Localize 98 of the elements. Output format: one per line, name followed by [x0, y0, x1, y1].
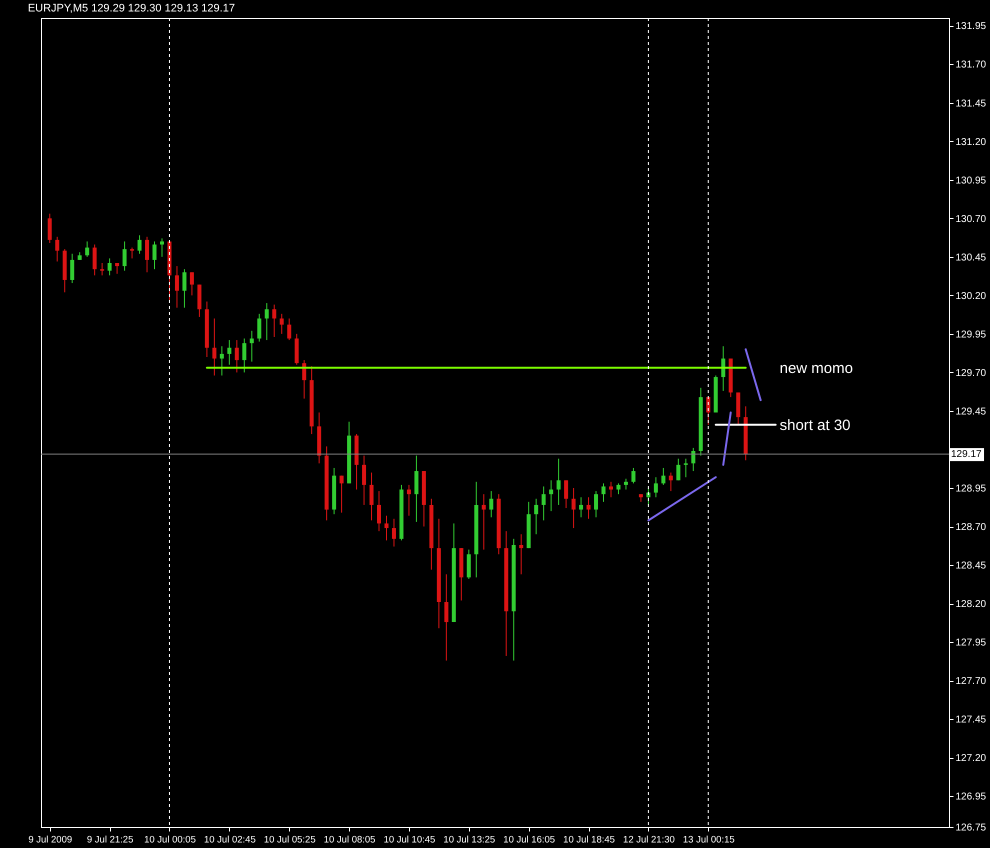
candlestick — [661, 467, 666, 486]
candlestick — [406, 484, 411, 516]
candlestick — [482, 494, 486, 550]
candlestick — [414, 455, 418, 522]
y-tick-label: 130.45 — [956, 252, 987, 264]
candlestick — [220, 346, 224, 376]
x-tick-label: 10 Jul 16:05 — [503, 834, 556, 846]
candlestick — [564, 480, 568, 509]
candlestick — [234, 340, 239, 373]
candlestick — [280, 313, 284, 334]
candlestick — [684, 458, 688, 478]
y-tick-label: 128.45 — [956, 560, 987, 572]
ref-line-label: 129.17 — [951, 449, 982, 460]
candlestick — [130, 247, 134, 259]
candlestick — [287, 318, 292, 341]
y-tick-label: 130.95 — [956, 175, 987, 186]
x-tick-label: 10 Jul 00:05 — [144, 834, 196, 846]
annotation: short at 30 — [780, 416, 851, 434]
candlestick — [602, 482, 606, 502]
y-tick-label: 128.70 — [956, 522, 987, 534]
y-tick-label: 131.20 — [956, 136, 987, 148]
candlestick — [624, 478, 628, 490]
y-tick-label: 128.95 — [956, 483, 987, 494]
candlestick — [138, 234, 142, 254]
x-tick-label: 9 Jul 21:25 — [86, 834, 134, 846]
candlestick — [115, 262, 120, 274]
y-tick-label: 128.20 — [956, 599, 987, 610]
candlestick — [370, 472, 374, 521]
candlestick — [152, 240, 157, 270]
candlestick — [70, 253, 74, 284]
candlestick — [92, 244, 97, 276]
candlestick — [264, 302, 269, 341]
y-tick-label: 130.20 — [956, 290, 987, 302]
candlestick — [145, 236, 150, 273]
candlestick — [227, 340, 232, 366]
y-tick-label: 129.95 — [956, 329, 987, 340]
candlestick — [556, 458, 561, 506]
y-tick-label: 127.70 — [956, 676, 987, 688]
candlestick — [55, 236, 60, 262]
y-tick-label: 131.70 — [956, 60, 987, 71]
candlestick — [572, 487, 576, 529]
candlestick — [212, 318, 216, 376]
y-tick-label: 127.95 — [956, 638, 987, 649]
candlestick — [608, 481, 613, 498]
candlestick — [160, 238, 164, 258]
candlestick — [489, 490, 494, 518]
x-tick-label: 9 Jul 2009 — [28, 834, 72, 846]
candlestick — [534, 498, 538, 535]
chart-title: EURJPY,M5 129.29 129.30 129.13 129.17 — [28, 2, 235, 14]
candlestick — [257, 313, 262, 342]
y-tick-label: 127.45 — [956, 714, 987, 726]
candlestick — [616, 482, 620, 495]
candlestick — [250, 330, 254, 362]
candlestick — [85, 240, 90, 258]
candlestick — [586, 496, 591, 520]
candlestick — [542, 486, 546, 521]
candlestick — [392, 518, 396, 548]
candlestick — [444, 574, 448, 662]
annotation: new momo — [780, 360, 853, 377]
x-tick-label: 10 Jul 18:45 — [563, 834, 615, 846]
y-tick-label: 131.95 — [956, 21, 987, 32]
candlestick — [190, 272, 194, 296]
y-tick-label: 129.70 — [956, 368, 987, 379]
x-tick-label: 10 Jul 13:25 — [443, 834, 496, 846]
y-tick-label: 131.45 — [956, 98, 987, 110]
candlestick — [182, 268, 186, 308]
candlestick — [108, 258, 112, 276]
x-tick-label: 10 Jul 08:05 — [324, 834, 376, 846]
y-tick-label: 129.45 — [956, 406, 987, 418]
candlestick — [122, 240, 127, 272]
candlestick — [384, 515, 388, 541]
candlestick — [549, 480, 554, 512]
candlestick — [579, 496, 584, 518]
candlestick — [519, 534, 524, 575]
candlestick — [377, 490, 382, 532]
candlestick — [691, 447, 696, 472]
candlestick — [631, 467, 636, 484]
candlestick — [676, 458, 680, 481]
y-tick-label: 127.20 — [956, 753, 987, 764]
candlestick — [668, 472, 673, 492]
candlestick — [48, 213, 52, 244]
candlestick — [272, 304, 276, 338]
candlestick — [594, 490, 598, 518]
x-tick-label: 10 Jul 05:25 — [264, 834, 316, 846]
y-tick-label: 126.75 — [956, 822, 987, 834]
x-tick-label: 10 Jul 02:45 — [204, 834, 256, 846]
candlestick — [340, 475, 344, 514]
candlestick — [466, 549, 471, 580]
x-tick-label: 13 Jul 00:15 — [682, 834, 735, 846]
candlestick — [100, 262, 104, 276]
candlestick — [174, 266, 179, 308]
x-tick-label: 12 Jul 21:30 — [623, 834, 675, 846]
candlestick — [242, 338, 246, 373]
candlestick — [654, 476, 658, 498]
x-tick-label: 10 Jul 10:45 — [384, 834, 436, 846]
y-tick-label: 130.70 — [956, 214, 987, 225]
y-tick-label: 126.95 — [956, 792, 987, 803]
candlestick — [362, 455, 366, 506]
